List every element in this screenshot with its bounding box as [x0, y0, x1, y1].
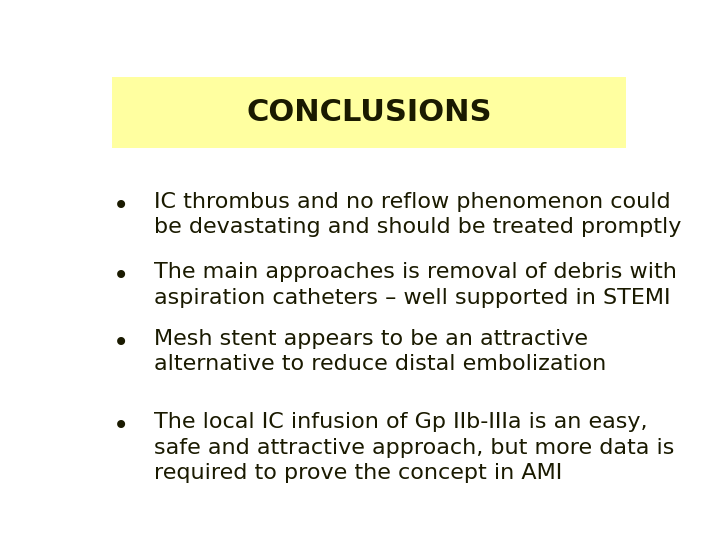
Text: •: •: [112, 192, 129, 220]
Text: CONCLUSIONS: CONCLUSIONS: [246, 98, 492, 127]
Text: The main approaches is removal of debris with
aspiration catheters – well suppor: The main approaches is removal of debris…: [154, 262, 677, 308]
Text: •: •: [112, 412, 129, 440]
Text: The local IC infusion of Gp IIb-IIIa is an easy,
safe and attractive approach, b: The local IC infusion of Gp IIb-IIIa is …: [154, 412, 675, 483]
Text: IC thrombus and no reflow phenomenon could
be devastating and should be treated : IC thrombus and no reflow phenomenon cou…: [154, 192, 682, 237]
Text: •: •: [112, 262, 129, 291]
Text: •: •: [112, 329, 129, 357]
FancyBboxPatch shape: [112, 77, 626, 148]
Text: Mesh stent appears to be an attractive
alternative to reduce distal embolization: Mesh stent appears to be an attractive a…: [154, 329, 606, 374]
